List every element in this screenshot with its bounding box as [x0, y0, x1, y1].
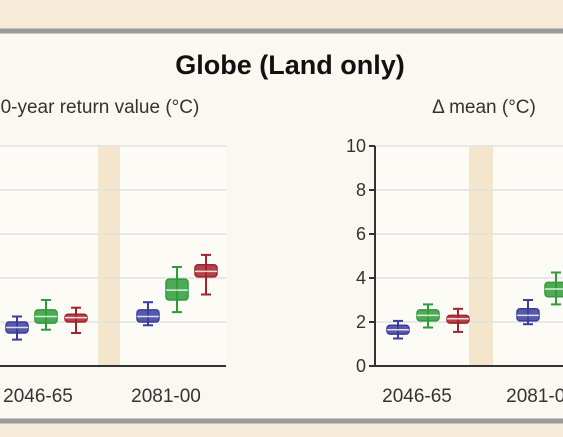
right-y-tick-label: 10	[346, 136, 366, 156]
right-y-tick-label: 6	[356, 224, 366, 244]
left-category-label-1: 2046-65	[3, 386, 73, 407]
right-box-2046-65-red	[446, 307, 470, 333]
right-y-tick-label: 2	[356, 312, 366, 332]
right-category-label-1: 2046-65	[382, 386, 452, 407]
left-chart-subtitle: 20-year return value (°C)	[0, 97, 199, 118]
right-y-tick-label: 0	[356, 356, 366, 376]
figure-title: Globe (Land only)	[175, 50, 405, 80]
left-box-2046-65-red	[64, 306, 88, 334]
left-box-2081-00-blue	[136, 301, 160, 327]
right-box-plots	[386, 271, 563, 340]
right-box-2081-00-blue	[516, 299, 540, 326]
right-period-band	[469, 146, 493, 366]
left-chart: 2046-65 2081-00	[0, 145, 226, 407]
right-chart-subtitle: Δ mean (°C)	[432, 97, 536, 118]
left-box-plots	[5, 253, 218, 341]
right-y-tick-label: 4	[356, 268, 366, 288]
right-chart: 0 2 4 6 8 10 2046-65 2081-00	[346, 136, 563, 407]
left-category-label-2: 2081-00	[131, 386, 201, 407]
right-box-2046-65-blue	[386, 319, 410, 340]
left-box-2046-65-blue	[5, 315, 29, 341]
left-box-2081-00-red	[194, 253, 218, 296]
left-box-2046-65-green	[34, 299, 58, 331]
left-period-band	[98, 146, 120, 366]
right-box-2081-00-green	[544, 271, 563, 306]
right-category-label-2: 2081-00	[506, 386, 563, 407]
right-y-tick-label: 8	[356, 180, 366, 200]
right-box-2046-65-green	[416, 303, 440, 329]
left-box-2081-00-green	[165, 266, 189, 314]
